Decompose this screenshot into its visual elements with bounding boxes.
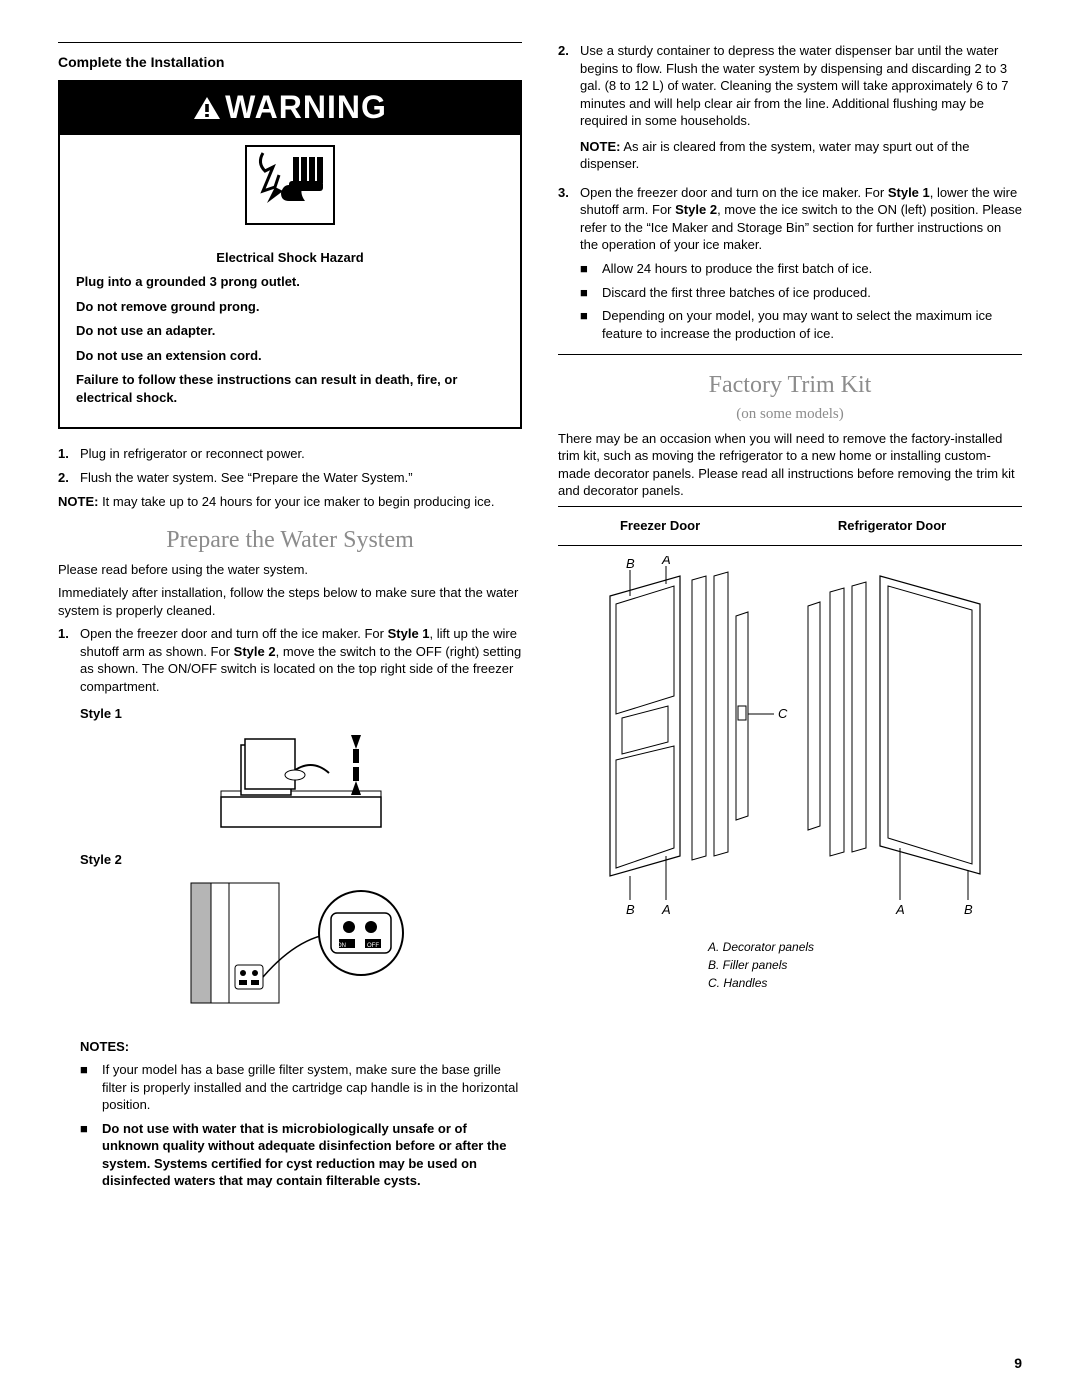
prepare-steps: 1. Open the freezer door and turn off th… bbox=[58, 625, 522, 695]
warning-title: WARNING bbox=[60, 82, 520, 135]
shock-hazard-icon bbox=[60, 135, 520, 236]
divider bbox=[558, 354, 1022, 355]
list-item: ■Depending on your model, you may want t… bbox=[580, 307, 1022, 342]
style2-label: Style 2 bbox=[80, 851, 522, 869]
prepare-notes: ■If your model has a base grille filter … bbox=[58, 1061, 522, 1190]
notes-label: NOTES: bbox=[80, 1038, 522, 1056]
svg-text:A: A bbox=[661, 902, 671, 916]
list-item: 1. Open the freezer door and turn off th… bbox=[58, 625, 522, 695]
install-note: NOTE: It may take up to 24 hours for you… bbox=[58, 493, 522, 511]
trim-title: Factory Trim Kit bbox=[558, 369, 1022, 401]
style1-label: Style 1 bbox=[80, 705, 522, 723]
warning-body: Electrical Shock Hazard Plug into a grou… bbox=[60, 236, 520, 428]
page-number: 9 bbox=[1014, 1354, 1022, 1373]
prepare-title: Prepare the Water System bbox=[58, 524, 522, 556]
warning-line: Failure to follow these instructions can… bbox=[76, 371, 504, 406]
install-steps: 1.Plug in refrigerator or reconnect powe… bbox=[58, 445, 522, 486]
complete-install-heading: Complete the Installation bbox=[58, 53, 522, 72]
legend-item: B. Filler panels bbox=[708, 956, 1022, 974]
list-item: ■If your model has a base grille filter … bbox=[80, 1061, 522, 1114]
divider bbox=[558, 506, 1022, 507]
divider bbox=[58, 42, 522, 43]
style1-diagram bbox=[80, 727, 522, 842]
list-item: ■Do not use with water that is microbiol… bbox=[80, 1120, 522, 1190]
svg-text:A: A bbox=[895, 902, 905, 916]
page-content: Complete the Installation WARNING bbox=[0, 0, 1080, 1196]
freezer-door-label: Freezer Door bbox=[558, 517, 762, 535]
list-item: ■Allow 24 hours to produce the first bat… bbox=[580, 260, 1022, 278]
trim-legend: A. Decorator panels B. Filler panels C. … bbox=[708, 938, 1022, 992]
svg-text:ON: ON bbox=[337, 943, 346, 949]
prepare-p1: Please read before using the water syste… bbox=[58, 561, 522, 579]
list-item: 1.Plug in refrigerator or reconnect powe… bbox=[58, 445, 522, 463]
legend-item: C. Handles bbox=[708, 974, 1022, 992]
trim-sub: (on some models) bbox=[558, 404, 1022, 424]
right-steps: 2. Use a sturdy container to depress the… bbox=[558, 42, 1022, 348]
list-item: 2.Flush the water system. See “Prepare t… bbox=[58, 469, 522, 487]
trim-kit-diagram: B A B A C bbox=[558, 556, 1022, 921]
alert-icon bbox=[193, 96, 221, 120]
list-item: 2. Use a sturdy container to depress the… bbox=[558, 42, 1022, 178]
svg-text:OFF: OFF bbox=[367, 943, 379, 949]
warning-line: Do not use an adapter. bbox=[76, 322, 504, 340]
svg-text:C: C bbox=[778, 706, 788, 721]
refrigerator-door-label: Refrigerator Door bbox=[762, 517, 1022, 535]
door-labels: Freezer Door Refrigerator Door bbox=[558, 517, 1022, 535]
legend-item: A. Decorator panels bbox=[708, 938, 1022, 956]
svg-text:B: B bbox=[626, 902, 635, 916]
right-column: 2. Use a sturdy container to depress the… bbox=[558, 36, 1022, 1196]
list-item: 3. Open the freezer door and turn on the… bbox=[558, 184, 1022, 348]
warning-line: Plug into a grounded 3 prong outlet. bbox=[76, 273, 504, 291]
warning-line: Do not use an extension cord. bbox=[76, 347, 504, 365]
svg-text:A: A bbox=[661, 556, 671, 567]
hazard-label: Electrical Shock Hazard bbox=[76, 249, 504, 267]
warning-panel: WARNING Electrical Shock Hazard Plug in bbox=[58, 80, 522, 430]
trim-desc: There may be an occasion when you will n… bbox=[558, 430, 1022, 500]
list-item: ■Discard the first three batches of ice … bbox=[580, 284, 1022, 302]
warning-line: Do not remove ground prong. bbox=[76, 298, 504, 316]
svg-text:B: B bbox=[626, 556, 635, 571]
style2-diagram: ON OFF bbox=[80, 873, 522, 1028]
prepare-p2: Immediately after installation, follow t… bbox=[58, 584, 522, 619]
svg-text:B: B bbox=[964, 902, 973, 916]
left-column: Complete the Installation WARNING bbox=[58, 36, 522, 1196]
divider bbox=[558, 545, 1022, 546]
